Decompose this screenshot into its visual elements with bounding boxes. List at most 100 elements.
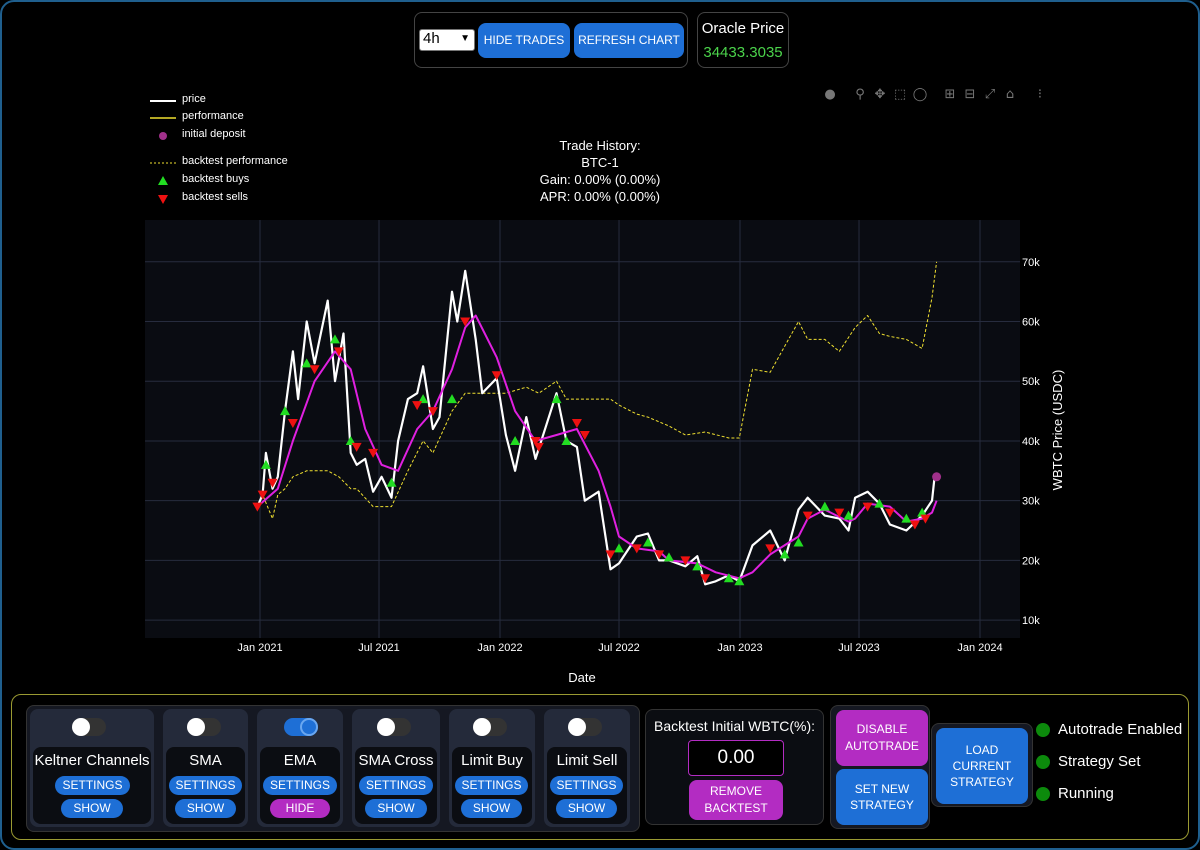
- remove-backtest-button[interactable]: REMOVE BACKTEST: [689, 780, 783, 820]
- camera-icon[interactable]: ●: [824, 87, 836, 102]
- sell-marker: [884, 508, 895, 518]
- y-tick-label: 30k: [1022, 496, 1040, 508]
- indicator-visibility-button[interactable]: SHOW: [365, 799, 427, 818]
- y-tick-label: 20k: [1022, 555, 1040, 567]
- buy-marker: [614, 543, 625, 553]
- sell-marker: [427, 407, 438, 417]
- buy-marker: [734, 576, 745, 586]
- zoom-out-icon[interactable]: ⊟: [964, 87, 976, 102]
- sell-marker: [631, 544, 642, 554]
- indicator-name: Limit Buy: [461, 752, 523, 769]
- indicator-visibility-button[interactable]: SHOW: [61, 799, 123, 818]
- indicator-settings-button[interactable]: SETTINGS: [55, 776, 130, 795]
- indicator-toggle[interactable]: [568, 718, 602, 736]
- indicator-toggle[interactable]: [473, 718, 507, 736]
- legend-item-price[interactable]: price: [148, 93, 318, 109]
- x-tick-label: Jul 2022: [598, 642, 640, 654]
- indicator-visibility-button[interactable]: HIDE: [270, 799, 330, 818]
- indicator-card-sma: SMA SETTINGS SHOW: [163, 709, 248, 827]
- zoom-in-icon[interactable]: ⊞: [944, 87, 956, 102]
- indicator-card-body: Limit Buy SETTINGS SHOW: [452, 747, 532, 824]
- sell-marker: [412, 401, 423, 411]
- toggle-knob: [187, 718, 205, 736]
- control-panel: Keltner Channels SETTINGS SHOW SMA SETTINGS S…: [11, 694, 1189, 840]
- timeframe-value: 4h: [423, 30, 440, 47]
- x-tick-label: Jul 2021: [358, 642, 400, 654]
- x-tick-label: Jan 2023: [717, 642, 762, 654]
- buy-marker: [793, 537, 804, 547]
- indicator-name: SMA: [189, 752, 222, 769]
- disable-autotrade-button[interactable]: DISABLE AUTOTRADE: [836, 710, 928, 766]
- box-select-icon[interactable]: ⬚: [893, 87, 907, 102]
- sell-marker: [252, 502, 263, 512]
- legend-label: backtest buys: [182, 173, 250, 185]
- plotly-logo-icon[interactable]: ⁝: [1037, 87, 1043, 102]
- legend-item-initial-deposit[interactable]: initial deposit: [148, 128, 318, 144]
- indicator-card-ema: EMA SETTINGS HIDE: [257, 709, 343, 827]
- sell-marker: [680, 556, 691, 566]
- indicator-visibility-button[interactable]: SHOW: [461, 799, 522, 818]
- timeframe-select[interactable]: 4h ▼: [419, 29, 475, 51]
- indicator-toggle[interactable]: [377, 718, 411, 736]
- home-icon[interactable]: ⌂: [1005, 87, 1015, 102]
- indicator-name: Limit Sell: [556, 752, 618, 769]
- lasso-icon[interactable]: ◯: [912, 87, 928, 102]
- backtest-initial-input[interactable]: 0.00: [688, 740, 784, 776]
- button-label: STRATEGY: [850, 798, 914, 812]
- buy-marker: [642, 537, 653, 547]
- button-label: LOAD: [965, 742, 999, 757]
- status-label: Autotrade Enabled: [1058, 721, 1183, 738]
- y-tick-label: 40k: [1022, 436, 1040, 448]
- toggle-knob: [568, 718, 586, 736]
- buy-marker: [819, 501, 830, 511]
- buy-marker: [260, 459, 271, 469]
- indicator-card-limit-buy: Limit Buy SETTINGS SHOW: [449, 709, 535, 827]
- chart-title-line: APR: 0.00% (0.00%): [540, 189, 660, 204]
- refresh-chart-button[interactable]: REFRESH CHART: [574, 23, 684, 58]
- legend-item-backtest-buys[interactable]: backtest buys: [148, 173, 318, 189]
- buy-marker: [901, 513, 912, 523]
- series-layer: [256, 261, 938, 586]
- indicator-card-body: SMA Cross SETTINGS SHOW: [355, 747, 437, 824]
- sell-marker: [765, 544, 776, 554]
- indicator-settings-button[interactable]: SETTINGS: [263, 776, 337, 795]
- indicator-toggle[interactable]: [284, 718, 318, 736]
- button-label: BACKTEST: [704, 801, 768, 815]
- indicator-settings-button[interactable]: SETTINGS: [550, 776, 623, 795]
- indicator-visibility-button[interactable]: SHOW: [175, 799, 236, 818]
- legend-item-performance[interactable]: performance: [148, 110, 318, 126]
- status-label: Strategy Set: [1058, 753, 1141, 770]
- series-backtest-performance: [256, 261, 938, 520]
- buy-marker: [510, 435, 521, 445]
- hide-trades-button[interactable]: HIDE TRADES: [478, 23, 570, 58]
- x-axis-title: Date: [568, 670, 595, 685]
- set-new-strategy-button[interactable]: SET NEW STRATEGY: [836, 769, 928, 825]
- indicator-settings-button[interactable]: SETTINGS: [169, 776, 242, 795]
- toggle-knob: [377, 718, 395, 736]
- buy-marker: [561, 435, 572, 445]
- legend-label: initial deposit: [182, 128, 246, 140]
- indicator-settings-button[interactable]: SETTINGS: [359, 776, 433, 795]
- sell-marker: [700, 574, 711, 584]
- button-label: DISABLE: [856, 722, 908, 737]
- sell-marker: [309, 365, 320, 375]
- zoom-icon[interactable]: ⚲: [855, 87, 865, 102]
- pan-icon[interactable]: ✥: [874, 87, 886, 102]
- indicator-name: EMA: [283, 752, 317, 769]
- autoscale-icon[interactable]: ⤢: [984, 87, 996, 102]
- indicator-card-body: Keltner Channels SETTINGS SHOW: [33, 747, 151, 824]
- buy-marker: [692, 561, 703, 571]
- indicator-card-sma-cross: SMA Cross SETTINGS SHOW: [352, 709, 440, 827]
- indicator-toggle[interactable]: [72, 718, 106, 736]
- buy-marker: [917, 507, 928, 517]
- load-current-strategy-button[interactable]: LOAD CURRENT STRATEGY: [936, 728, 1028, 804]
- indicator-visibility-button[interactable]: SHOW: [556, 799, 617, 818]
- buy-marker: [447, 394, 457, 404]
- legend-item-backtest-performance[interactable]: backtest performance: [148, 155, 318, 171]
- price-chart[interactable]: Jan 2021 Jul 2021 Jan 2022 Jul 2022 Jan 2023…: [0, 0, 1200, 700]
- status-indicator-icon: [1036, 787, 1050, 801]
- indicator-toggle[interactable]: [187, 718, 221, 736]
- indicator-settings-button[interactable]: SETTINGS: [455, 776, 528, 795]
- legend-item-backtest-sells[interactable]: backtest sells: [148, 191, 318, 207]
